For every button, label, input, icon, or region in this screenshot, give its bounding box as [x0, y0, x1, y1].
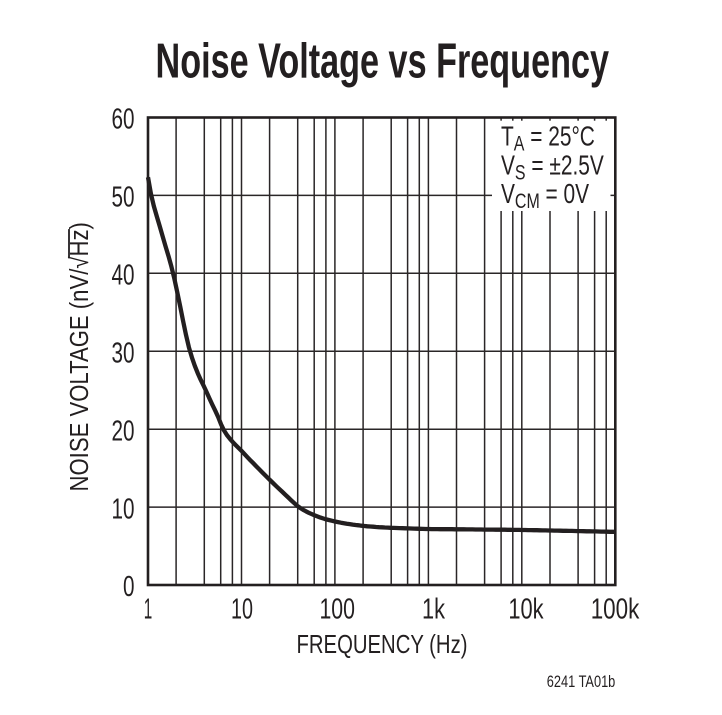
- svg-text:TA = 25°C: TA = 25°C: [501, 122, 595, 155]
- svg-text:10: 10: [112, 493, 135, 525]
- svg-text:FREQUENCY (Hz): FREQUENCY (Hz): [297, 629, 468, 659]
- svg-text:50: 50: [112, 182, 135, 214]
- svg-text:Noise Voltage vs Frequency: Noise Voltage vs Frequency: [156, 35, 610, 89]
- svg-text:40: 40: [112, 260, 135, 292]
- svg-text:30: 30: [112, 337, 135, 369]
- svg-text:NOISE VOLTAGE (nV/√Hz): NOISE VOLTAGE (nV/√Hz): [66, 222, 95, 491]
- svg-text:100: 100: [319, 594, 355, 626]
- svg-text:10k: 10k: [508, 594, 544, 626]
- svg-text:100k: 100k: [591, 594, 640, 626]
- svg-text:1k: 1k: [422, 594, 445, 626]
- svg-text:60: 60: [112, 104, 135, 136]
- svg-text:VCM = 0V: VCM = 0V: [501, 179, 590, 212]
- svg-text:1: 1: [144, 594, 153, 626]
- svg-text:0: 0: [123, 571, 135, 603]
- svg-text:20: 20: [112, 415, 135, 447]
- svg-text:6241 TA01b: 6241 TA01b: [547, 672, 616, 691]
- svg-text:10: 10: [231, 594, 253, 626]
